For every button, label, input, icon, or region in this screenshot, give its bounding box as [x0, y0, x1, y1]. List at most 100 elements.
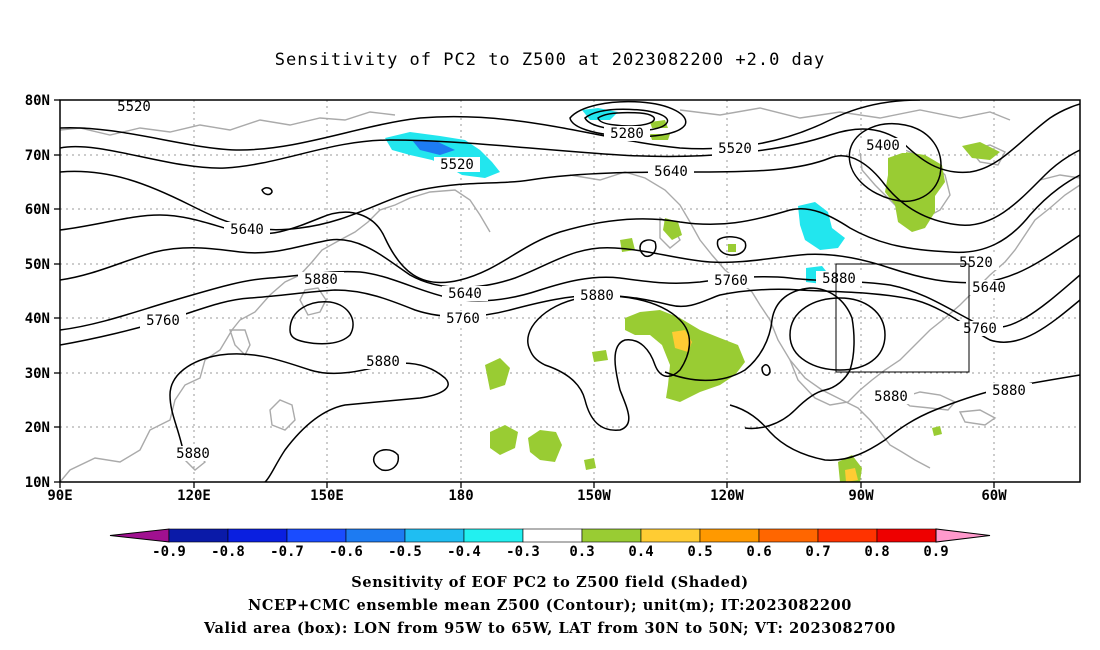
valid-area-box: [835, 263, 970, 373]
lat-label: 50N: [25, 257, 50, 273]
lat-label: 10N: [25, 475, 50, 491]
contour-label: 5880: [574, 288, 620, 304]
contour-label: 5760: [440, 311, 486, 327]
colorbar-label: -0.5: [388, 544, 422, 560]
coastlines: [60, 107, 1080, 482]
shade-green: [932, 426, 942, 436]
shade-green: [962, 142, 1000, 160]
contour-label: 5760: [957, 321, 1003, 337]
longitude-labels: 90E 120E 150E 180 150W 120W 90W 60W: [47, 488, 1007, 504]
contour-labels: 5520 5280 5520 5400 5520 5640 5640 5520 …: [112, 100, 1032, 462]
lon-label: 120E: [177, 488, 211, 504]
colorbar-swatch: [168, 528, 229, 543]
contour-label: 5520: [434, 157, 480, 173]
shade-green: [885, 152, 945, 232]
contour-label: 5640: [648, 164, 694, 180]
contour-label: 5880: [298, 272, 344, 288]
shade-green: [592, 350, 608, 362]
gridlines: [60, 100, 1080, 482]
colorbar-label: -0.8: [211, 544, 245, 560]
shade-green: [728, 244, 736, 252]
caption-shaded: Sensitivity of EOF PC2 to Z500 field (Sh…: [351, 574, 749, 591]
contour-label-text: 5880: [580, 288, 614, 304]
colorbar-label: -0.7: [270, 544, 304, 560]
contour-label: 5520: [712, 141, 758, 157]
colorbar-arrow-high: [935, 528, 991, 543]
colorbar-swatch: [345, 528, 406, 543]
contour-label: 5760: [140, 313, 186, 329]
contour-label-text: 5640: [448, 286, 482, 302]
lat-label: 80N: [25, 93, 50, 109]
colorbar-swatch: [699, 528, 760, 543]
plot-title: Sensitivity of PC2 to Z500 at 2023082200…: [274, 50, 826, 70]
contour-label-text: 5880: [366, 354, 400, 370]
lon-label: 150W: [577, 488, 611, 504]
shade-green: [625, 310, 745, 402]
colorbar-label: 0.9: [923, 544, 948, 560]
latitude-labels: 80N 70N 60N 50N 40N 30N 20N 10N: [25, 93, 50, 491]
colorbar-swatch: [876, 528, 937, 543]
contour-label-text: 5520: [718, 141, 752, 157]
contour-label: 5400: [860, 138, 906, 154]
caption-valid-area: Valid area (box): LON from 95W to 65W, L…: [204, 620, 896, 637]
shade-green: [528, 430, 562, 462]
lon-label: 90W: [848, 488, 874, 504]
shade-green: [490, 425, 518, 455]
contour-label: 5280: [604, 126, 650, 142]
contour-label: 5760: [708, 273, 754, 289]
lon-label: 150E: [310, 488, 344, 504]
colorbar-labels: -0.9 -0.8 -0.7 -0.6 -0.5 -0.4 -0.3 0.3 0…: [152, 544, 949, 560]
contour-label: 5640: [224, 222, 270, 238]
contour-label-text: 5760: [446, 311, 480, 327]
contour-label: 5880: [868, 389, 914, 405]
colorbar-swatch: [640, 528, 701, 543]
colorbar-swatch: [758, 528, 819, 543]
contour-label: 5880: [170, 446, 216, 462]
tick-marks: [54, 99, 995, 488]
shade-green: [485, 358, 510, 390]
colorbar-label: 0.6: [746, 544, 771, 560]
contour-label: 5880: [816, 271, 862, 287]
contour-label-text: 5760: [146, 313, 180, 329]
colorbar-swatch: [286, 528, 347, 543]
colorbar-arrow-low: [109, 528, 170, 543]
lat-label: 70N: [25, 148, 50, 164]
caption-contour: NCEP+CMC ensemble mean Z500 (Contour); u…: [247, 597, 853, 614]
contour-label-text: 5520: [440, 157, 474, 173]
contour-label-text: 5880: [874, 389, 908, 405]
sensitivity-shading: [385, 108, 1000, 482]
colorbar-swatch: [404, 528, 465, 543]
plot-frame: [59, 99, 1081, 483]
colorbar-label: -0.4: [447, 544, 481, 560]
colorbar-label: -0.3: [506, 544, 540, 560]
colorbar-label: 0.8: [864, 544, 889, 560]
contour-label-text: 5880: [176, 446, 210, 462]
colorbar-swatch: [522, 528, 583, 543]
shade-cyan: [798, 202, 845, 250]
contour-label: 5520: [953, 255, 999, 271]
colorbar-label: -0.9: [152, 544, 186, 560]
shade-green: [663, 218, 682, 240]
lat-label: 60N: [25, 202, 50, 218]
contour-label-text: 5640: [230, 222, 264, 238]
contour-label-text: 5880: [304, 272, 338, 288]
colorbar-label: 0.5: [687, 544, 712, 560]
contour-label: 5640: [442, 286, 488, 302]
contour-label: 5640: [966, 280, 1012, 296]
contour-label-text: 5640: [654, 164, 688, 180]
contour-label-text: 5760: [963, 321, 997, 337]
lon-label: 60W: [981, 488, 1007, 504]
contour-label: 5880: [360, 354, 406, 370]
shade-orange: [672, 330, 692, 352]
colorbar-swatch: [463, 528, 524, 543]
colorbar-label: -0.6: [329, 544, 363, 560]
lon-label: 180: [448, 488, 473, 504]
shade-green: [584, 458, 596, 470]
shade-blue: [412, 140, 455, 155]
contour-label-text: 5880: [822, 271, 856, 287]
colorbar-swatch: [227, 528, 288, 543]
contour-label-text: 5520: [959, 255, 993, 271]
lat-label: 40N: [25, 311, 50, 327]
lat-label: 20N: [25, 420, 50, 436]
